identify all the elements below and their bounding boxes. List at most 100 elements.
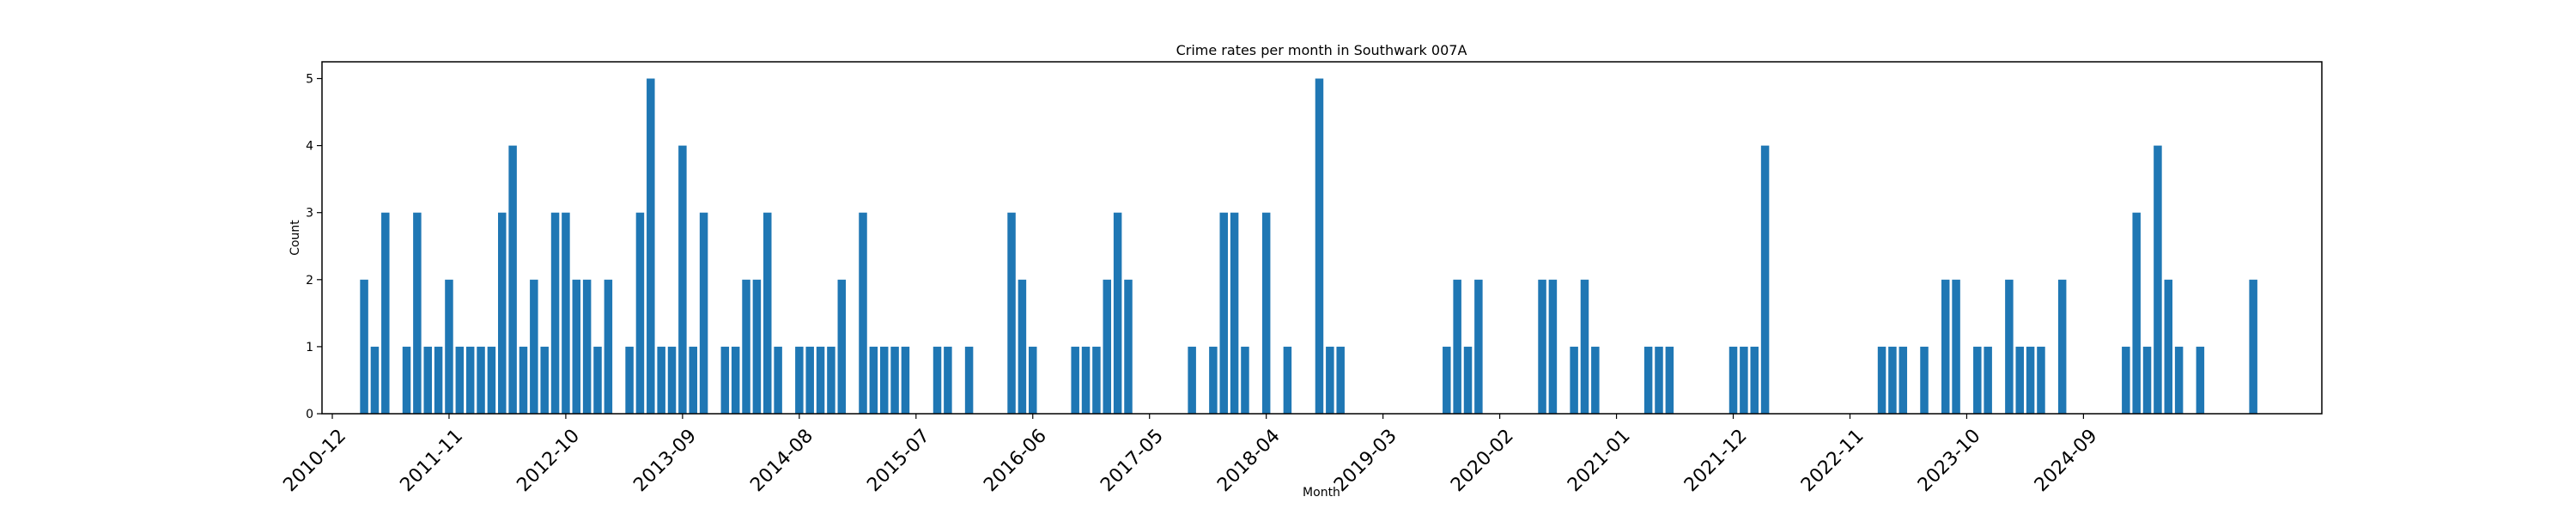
bar (731, 346, 740, 414)
x-tick-label: 2011-11 (396, 425, 467, 496)
bar (562, 212, 570, 414)
x-tick-label: 2015-07 (863, 425, 934, 496)
bar (2005, 279, 2014, 414)
bar (1740, 346, 1748, 414)
bar (2122, 346, 2130, 414)
bar (890, 346, 899, 414)
bar (1920, 346, 1929, 414)
bar (445, 279, 453, 414)
bar (1092, 346, 1101, 414)
bar (530, 279, 538, 414)
x-axis: 2010-12 2011-11 2012-10 2013-09 2014-08 2015-… (279, 414, 2102, 496)
bar (647, 78, 655, 415)
x-tick-label: 2021-01 (1564, 425, 1635, 496)
bar (550, 212, 560, 414)
bars (360, 78, 2257, 415)
bar (477, 346, 485, 414)
bar (2037, 346, 2045, 414)
bar (1877, 346, 1886, 414)
bar (1655, 346, 1663, 414)
y-tick-label: 5 (306, 73, 313, 87)
bar (1728, 346, 1738, 414)
bar (1899, 346, 1908, 414)
x-tick-label: 2014-08 (746, 425, 817, 496)
bar (1984, 346, 1992, 414)
bar (1538, 279, 1546, 414)
bar (423, 346, 432, 414)
bar (1665, 346, 1674, 414)
bar (1760, 145, 1770, 414)
x-tick-label: 2019-03 (1330, 425, 1401, 496)
chart-title: Crime rates per month in Southwark 007A (1176, 42, 1467, 58)
bar (699, 212, 708, 414)
bar (381, 212, 390, 414)
bar (2026, 346, 2035, 414)
bar (2154, 145, 2162, 414)
bar (434, 346, 443, 414)
y-tick-label: 1 (306, 341, 313, 354)
bar (2174, 346, 2184, 414)
bar (2164, 279, 2173, 414)
bar (1570, 346, 1578, 414)
x-tick-label: 2020-02 (1447, 425, 1518, 496)
bar (625, 346, 634, 414)
bar (360, 279, 368, 414)
bar (1081, 346, 1091, 414)
bar (720, 346, 730, 414)
bar (487, 346, 496, 414)
x-tick-label: 2024-09 (2031, 425, 2102, 496)
x-tick-label: 2012-10 (513, 425, 584, 496)
bar (1453, 279, 1461, 414)
bar (572, 279, 581, 414)
y-tick-label: 4 (306, 140, 313, 154)
bar (1124, 279, 1133, 414)
y-tick-label: 2 (306, 274, 313, 288)
bar (604, 279, 613, 414)
bar (657, 346, 665, 414)
bar (1888, 346, 1897, 414)
bar (964, 346, 974, 414)
bar (1029, 346, 1037, 414)
x-tick-label: 2013-09 (629, 425, 701, 496)
y-tick-label: 3 (306, 207, 313, 221)
bar (1018, 279, 1027, 414)
bar (402, 346, 411, 414)
bar (508, 145, 517, 414)
x-tick-label: 2023-10 (1914, 425, 1985, 496)
bar (1463, 346, 1473, 414)
bar (1103, 279, 1112, 414)
bar (465, 346, 475, 414)
plot-frame (321, 61, 2323, 415)
x-tick-label: 2016-06 (980, 425, 1051, 496)
bar (774, 346, 782, 414)
x-tick-label: 2022-11 (1797, 425, 1868, 496)
bar (1326, 346, 1334, 414)
bar (413, 212, 422, 414)
bar (1591, 346, 1600, 414)
bar (678, 145, 687, 414)
bar (1283, 346, 1292, 414)
bar (1007, 212, 1016, 414)
bar (1113, 212, 1122, 414)
bar (455, 346, 465, 414)
bar (582, 279, 592, 414)
bar (1443, 346, 1451, 414)
bar (805, 346, 814, 414)
bar (1071, 346, 1079, 414)
bar (1973, 346, 1982, 414)
bar (1941, 279, 1950, 414)
x-tick-label: 2021-12 (1680, 425, 1752, 496)
bar (1548, 279, 1558, 414)
bar (1188, 346, 1196, 414)
x-tick-label: 2018-04 (1213, 425, 1285, 496)
bar (1230, 212, 1239, 414)
bar (1474, 279, 1483, 414)
bar (742, 279, 750, 414)
bar (795, 346, 804, 414)
x-tick-label: 2010-12 (279, 425, 350, 496)
bar (519, 346, 528, 414)
bar (667, 346, 677, 414)
bar (2132, 212, 2141, 414)
bar (763, 212, 772, 414)
bar (635, 212, 645, 414)
